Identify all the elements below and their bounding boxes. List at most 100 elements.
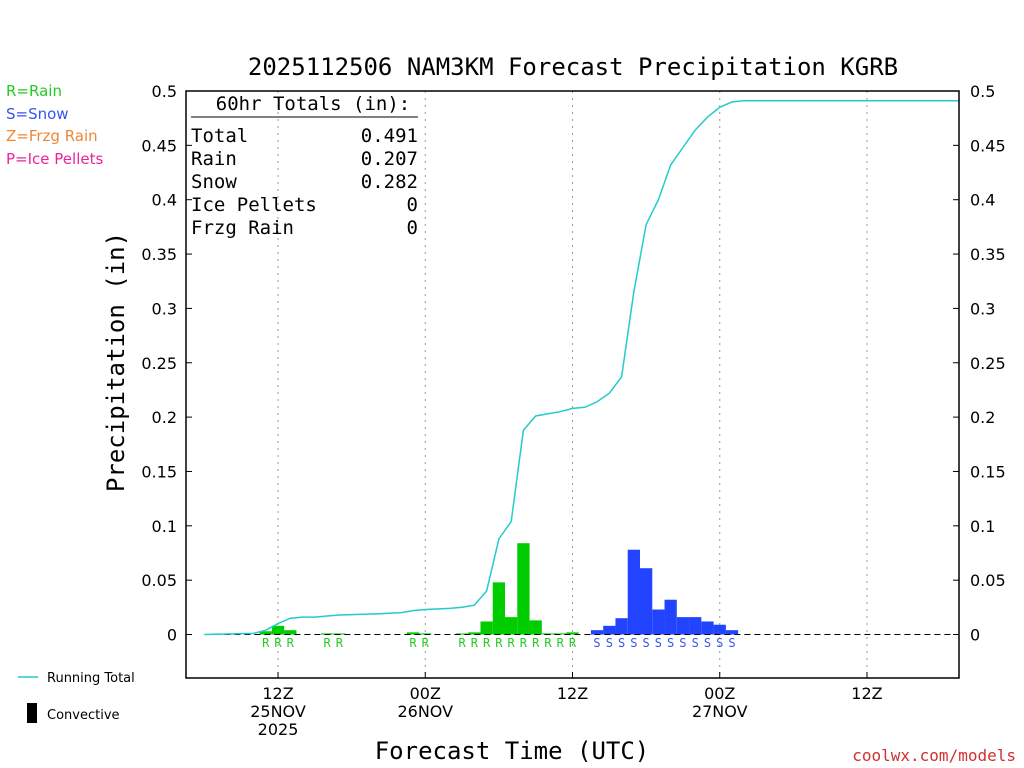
precip-bar-19 bbox=[615, 618, 628, 635]
totals-box: 60hr Totals (in): Total 0.491 Rain 0.207… bbox=[191, 93, 418, 239]
chart-title: 2025112506 NAM3KM Forecast Precipitation… bbox=[248, 53, 898, 81]
y-tick-label-right-5: 0.25 bbox=[970, 354, 1006, 373]
y-tick-label-right-9: 0.05 bbox=[970, 571, 1006, 590]
x-tick-label-2-0: 12Z bbox=[557, 684, 588, 703]
y-tick-label-left-1: 0.45 bbox=[141, 136, 177, 155]
y-tick-label-left-10: 0 bbox=[167, 626, 177, 645]
precip-bar-24 bbox=[676, 617, 690, 635]
type-code-16: R bbox=[569, 636, 577, 650]
y-tick-label-left-9: 0.05 bbox=[141, 571, 177, 590]
type-code-26: S bbox=[704, 636, 711, 650]
y-tick-label-right-10: 0 bbox=[970, 626, 980, 645]
x-tick-label-0-1: 25NOV bbox=[250, 702, 306, 721]
series-legend: Running Total Convective bbox=[18, 671, 135, 723]
totals-label-frzg-rain: Frzg Rain bbox=[191, 217, 294, 239]
type-code-25: S bbox=[692, 636, 699, 650]
y-tick-label-right-3: 0.35 bbox=[970, 245, 1006, 264]
y-tick-label-left-4: 0.3 bbox=[152, 299, 177, 318]
y-tick-label-left-0: 0.5 bbox=[152, 82, 177, 101]
type-code-11: R bbox=[508, 636, 516, 650]
type-code-7: R bbox=[458, 636, 466, 650]
running-total-line bbox=[204, 100, 959, 636]
type-code-12: R bbox=[520, 636, 528, 650]
totals-label-ice-pellets: Ice Pellets bbox=[191, 194, 317, 216]
y-tick-label-right-1: 0.45 bbox=[970, 136, 1006, 155]
precip-bar-17 bbox=[590, 630, 604, 635]
precip-bar-23 bbox=[664, 599, 677, 635]
y-tick-label-left-6: 0.2 bbox=[152, 408, 177, 427]
x-tick-label-4-0: 12Z bbox=[851, 684, 882, 703]
totals-label-total: Total bbox=[191, 125, 248, 147]
precip-bar-13 bbox=[529, 620, 542, 635]
y-tick-label-right-8: 0.1 bbox=[970, 517, 995, 536]
totals-value-snow: 0.282 bbox=[361, 171, 418, 193]
precip-bar-20 bbox=[627, 549, 640, 635]
totals-value-ice-pellets: 0 bbox=[407, 194, 418, 216]
bars bbox=[259, 543, 739, 635]
y-tick-label-right-0: 0.5 bbox=[970, 82, 995, 101]
totals-label-snow: Snow bbox=[191, 171, 237, 193]
legend-ice-pellets: P=Ice Pellets bbox=[6, 150, 103, 168]
precip-bar-15 bbox=[554, 633, 567, 635]
type-code-14: R bbox=[544, 636, 552, 650]
type-code-4: R bbox=[336, 636, 344, 650]
type-code-15: R bbox=[557, 636, 565, 650]
y-tick-label-left-2: 0.4 bbox=[152, 191, 177, 210]
precip-bar-22 bbox=[652, 609, 665, 635]
convective-legend-swatch bbox=[27, 703, 37, 723]
precip-bar-8 bbox=[468, 632, 481, 635]
precip-bar-3 bbox=[320, 633, 334, 635]
type-code-19: S bbox=[618, 636, 625, 650]
y-axis-label: Precipitation (in) bbox=[102, 232, 130, 492]
type-code-13: R bbox=[532, 636, 540, 650]
precip-bar-2 bbox=[284, 630, 297, 635]
x-tick-label-1-1: 26NOV bbox=[397, 702, 453, 721]
running-total-legend-label: Running Total bbox=[47, 671, 135, 686]
precip-bar-25 bbox=[689, 617, 702, 635]
type-legend: R=Rain S=Snow Z=Frzg Rain P=Ice Pellets bbox=[6, 82, 103, 168]
type-code-21: S bbox=[643, 636, 650, 650]
type-code-1: R bbox=[274, 636, 282, 650]
type-code-9: R bbox=[483, 636, 491, 650]
x-tick-label-1-0: 00Z bbox=[410, 684, 441, 703]
type-code-5: R bbox=[409, 636, 417, 650]
precip-bar-4 bbox=[333, 633, 346, 635]
type-code-8: R bbox=[471, 636, 479, 650]
totals-header: 60hr Totals (in): bbox=[216, 93, 410, 115]
y-tick-label-right-6: 0.2 bbox=[970, 408, 995, 427]
precip-bar-28 bbox=[725, 630, 739, 635]
precip-bar-5 bbox=[406, 632, 420, 635]
precip-bar-18 bbox=[603, 625, 616, 635]
type-code-6: R bbox=[422, 636, 430, 650]
type-code-23: S bbox=[667, 636, 674, 650]
totals-value-rain: 0.207 bbox=[361, 148, 418, 170]
precip-bar-1 bbox=[271, 625, 285, 635]
legend-rain: R=Rain bbox=[6, 82, 62, 100]
x-tick-label-0-2: 2025 bbox=[258, 720, 299, 739]
y-tick-label-right-4: 0.3 bbox=[970, 299, 995, 318]
precip-bar-7 bbox=[455, 633, 469, 635]
x-tick-label-0-0: 12Z bbox=[262, 684, 293, 703]
precip-bar-6 bbox=[419, 633, 432, 635]
type-code-20: S bbox=[630, 636, 637, 650]
precip-bar-12 bbox=[517, 543, 530, 635]
precip-bar-9 bbox=[480, 621, 493, 635]
type-code-10: R bbox=[495, 636, 503, 650]
type-code-22: S bbox=[655, 636, 662, 650]
totals-value-frzg-rain: 0 bbox=[407, 217, 418, 239]
x-tick-label-3-0: 00Z bbox=[704, 684, 735, 703]
y-tick-label-left-3: 0.35 bbox=[141, 245, 177, 264]
type-code-28: S bbox=[728, 636, 735, 650]
x-tick-label-3-1: 27NOV bbox=[692, 702, 748, 721]
y-tick-label-left-5: 0.25 bbox=[141, 354, 177, 373]
totals-value-total: 0.491 bbox=[361, 125, 418, 147]
y-ticks-right: 0.5 0.45 0.4 0.35 0.3 0.25 0.2 0.15 0.1 0.05 0 bbox=[953, 82, 1006, 645]
y-ticks-left: 0.5 0.45 0.4 0.35 0.3 0.25 0.2 0.15 0.1 0.05 0 bbox=[141, 82, 192, 645]
type-code-24: S bbox=[679, 636, 686, 650]
legend-frzg-rain: Z=Frzg Rain bbox=[6, 127, 98, 145]
type-code-27: S bbox=[716, 636, 723, 650]
y-tick-label-left-7: 0.15 bbox=[141, 462, 177, 481]
precip-bar-10 bbox=[492, 582, 506, 635]
